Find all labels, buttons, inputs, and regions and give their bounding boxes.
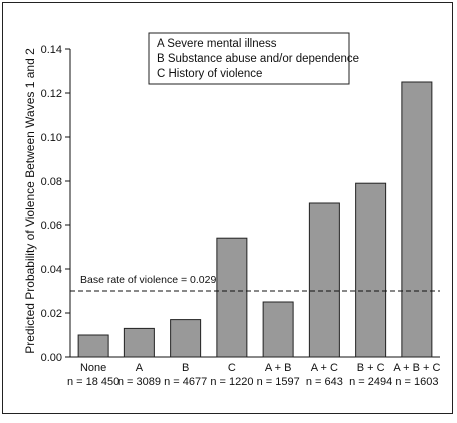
reference-line-label: Base rate of violence = 0.029 bbox=[80, 274, 216, 286]
y-tick-label: 0.14 bbox=[41, 44, 62, 56]
x-sample-size-label: n = 1220 bbox=[210, 376, 253, 388]
y-tick-label: 0.06 bbox=[41, 220, 62, 232]
bars bbox=[77, 81, 433, 358]
x-category-label: A + B + C bbox=[393, 362, 440, 374]
bar bbox=[355, 182, 387, 358]
x-category-label: C bbox=[228, 362, 236, 374]
x-sample-size-label: n = 643 bbox=[306, 376, 343, 388]
bar bbox=[401, 81, 433, 358]
x-category-label: A + B bbox=[265, 362, 292, 374]
y-axis-title: Predicted Probability of Violence Betwee… bbox=[23, 48, 37, 354]
x-sample-size-label: n = 18 450 bbox=[67, 376, 119, 388]
bar bbox=[216, 237, 248, 358]
y-tick-label: 0.10 bbox=[41, 132, 62, 144]
reference-line-group: Base rate of violence = 0.029 bbox=[70, 274, 440, 292]
x-sample-size-label: n = 3089 bbox=[118, 376, 161, 388]
x-sample-size-label: n = 1597 bbox=[257, 376, 300, 388]
legend-entry: C History of violence bbox=[157, 68, 262, 80]
legend-entry: A Severe mental illness bbox=[157, 38, 277, 50]
bar bbox=[170, 319, 202, 358]
x-category-label: B + C bbox=[357, 362, 385, 374]
y-tick-label: 0.08 bbox=[41, 176, 62, 188]
legend-entry: B Substance abuse and/or dependence bbox=[157, 53, 359, 65]
x-category-label: None bbox=[80, 362, 106, 374]
x-sample-size-label: n = 4677 bbox=[164, 376, 207, 388]
x-sample-size-label: n = 2494 bbox=[349, 376, 392, 388]
bar bbox=[308, 202, 340, 358]
y-tick-label: 0.04 bbox=[41, 264, 62, 276]
x-category-label: A bbox=[136, 362, 144, 374]
x-labels: None n = 18 450 An = 3089 Bn = 4677 Cn = 122… bbox=[67, 362, 440, 388]
x-sample-size-label: n = 1603 bbox=[395, 376, 438, 388]
y-tick-label: 0.12 bbox=[41, 88, 62, 100]
bar bbox=[77, 334, 109, 358]
bar bbox=[123, 327, 155, 358]
bar bbox=[262, 301, 294, 358]
x-category-label: A + C bbox=[311, 362, 338, 374]
legend: A Severe mental illness B Substance abuse… bbox=[148, 32, 359, 85]
x-category-label: B bbox=[182, 362, 189, 374]
figure-frame bbox=[2, 2, 453, 414]
y-ticks: 0.00 0.02 0.04 0.06 0.08 0.10 0.12 0.14 bbox=[41, 44, 70, 364]
legend-box bbox=[148, 32, 350, 85]
y-tick-label: 0.02 bbox=[41, 308, 62, 320]
y-tick-label: 0.00 bbox=[41, 352, 62, 364]
